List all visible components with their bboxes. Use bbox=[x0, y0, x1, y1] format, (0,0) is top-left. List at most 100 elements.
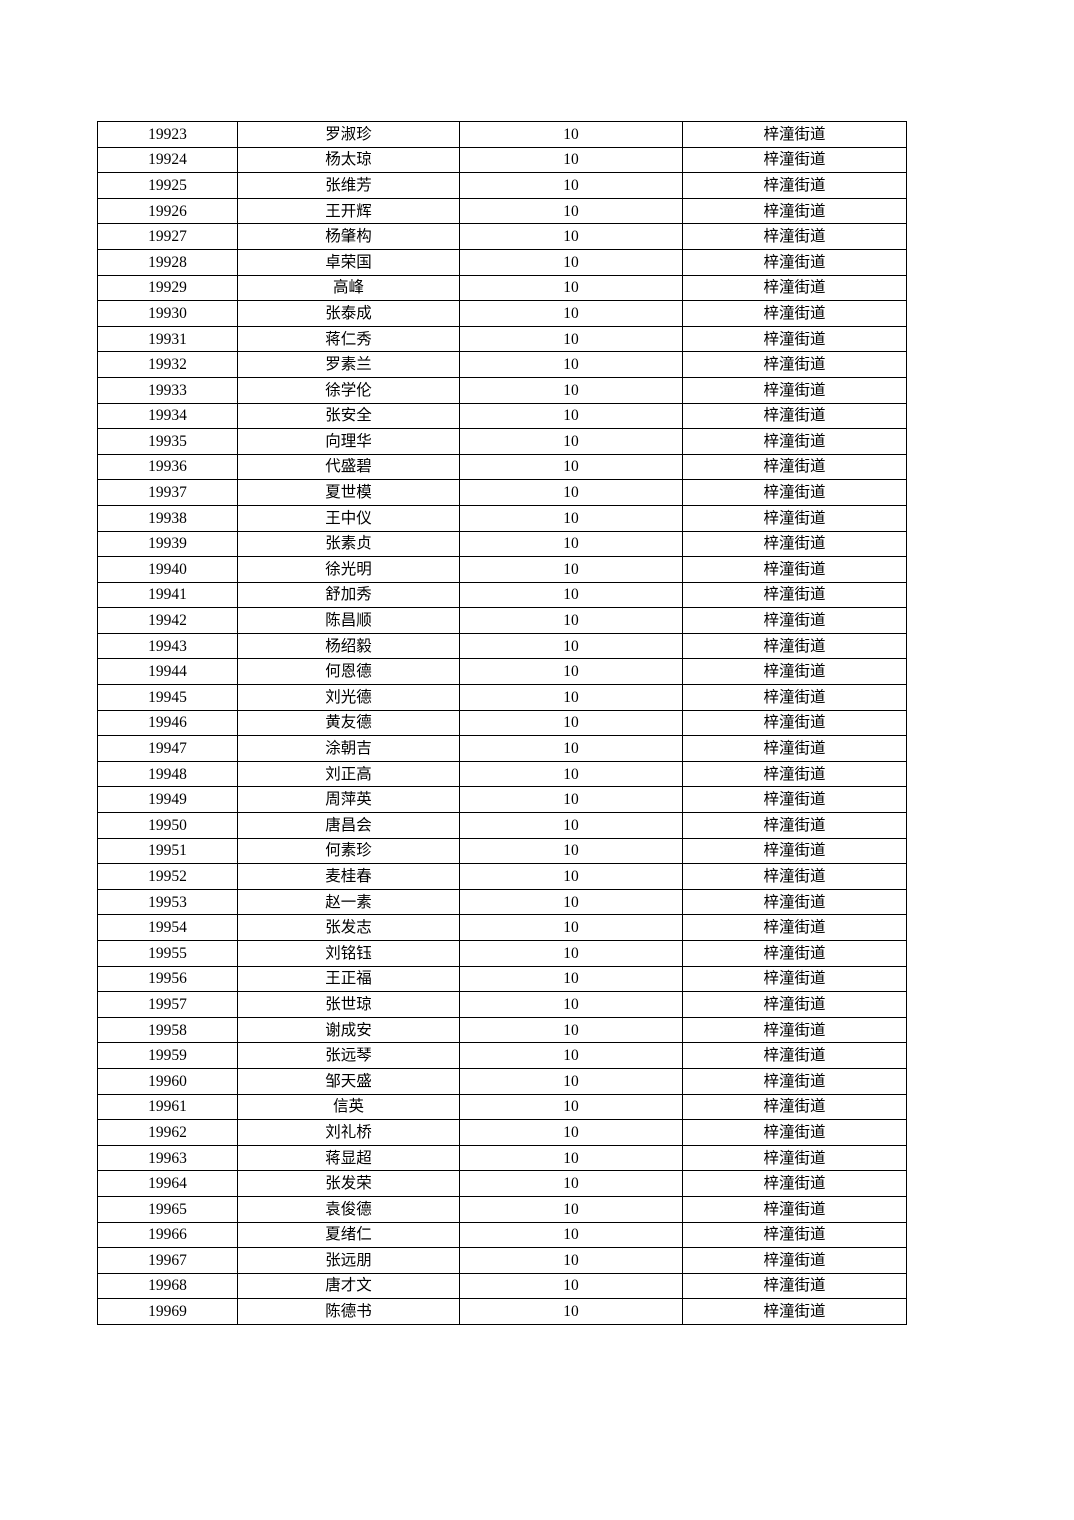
cell-amount: 10 bbox=[459, 197, 683, 225]
cell-serial-number: 19944 bbox=[97, 658, 238, 686]
cell-person-name: 杨太琼 bbox=[237, 146, 460, 174]
table-row: 19962 刘礼桥 10 梓潼街道 bbox=[97, 1119, 907, 1146]
cell-person-name: 王开辉 bbox=[237, 197, 460, 225]
cell-subdistrict: 梓潼街道 bbox=[682, 530, 907, 558]
cell-serial-number: 19954 bbox=[97, 914, 238, 941]
cell-subdistrict: 梓潼街道 bbox=[682, 965, 907, 993]
table-row: 19946 黄友德 10 梓潼街道 bbox=[97, 709, 907, 737]
cell-amount: 10 bbox=[459, 1221, 683, 1249]
table-row: 19956 王正福 10 梓潼街道 bbox=[97, 965, 907, 993]
cell-person-name: 王正福 bbox=[237, 965, 460, 993]
cell-serial-number: 19935 bbox=[97, 428, 238, 455]
cell-amount: 10 bbox=[459, 402, 683, 430]
cell-serial-number: 19939 bbox=[97, 530, 238, 558]
cell-person-name: 张安全 bbox=[237, 402, 460, 430]
cell-serial-number: 19926 bbox=[97, 197, 238, 225]
cell-subdistrict: 梓潼街道 bbox=[682, 914, 907, 941]
cell-subdistrict: 梓潼街道 bbox=[682, 1016, 907, 1044]
table-row: 19968 唐才文 10 梓潼街道 bbox=[97, 1272, 907, 1300]
cell-amount: 10 bbox=[459, 760, 683, 788]
cell-amount: 10 bbox=[459, 607, 683, 634]
cell-serial-number: 19969 bbox=[97, 1298, 238, 1325]
cell-person-name: 张素贞 bbox=[237, 530, 460, 558]
cell-amount: 10 bbox=[459, 248, 683, 276]
cell-serial-number: 19967 bbox=[97, 1247, 238, 1274]
cell-serial-number: 19963 bbox=[97, 1144, 238, 1172]
cell-amount: 10 bbox=[459, 1247, 683, 1274]
cell-person-name: 蒋仁秀 bbox=[237, 325, 460, 353]
cell-subdistrict: 梓潼街道 bbox=[682, 786, 907, 814]
cell-serial-number: 19925 bbox=[97, 172, 238, 199]
table-row: 19930 张泰成 10 梓潼街道 bbox=[97, 300, 907, 327]
table-row: 19925 张维芳 10 梓潼街道 bbox=[97, 172, 907, 199]
cell-subdistrict: 梓潼街道 bbox=[682, 146, 907, 174]
cell-person-name: 涂朝吉 bbox=[237, 735, 460, 762]
cell-serial-number: 19959 bbox=[97, 1042, 238, 1069]
table-row: 19952 麦桂春 10 梓潼街道 bbox=[97, 863, 907, 890]
cell-serial-number: 19960 bbox=[97, 1067, 238, 1095]
cell-serial-number: 19923 bbox=[97, 121, 238, 148]
table-row: 19926 王开辉 10 梓潼街道 bbox=[97, 197, 907, 225]
cell-serial-number: 19962 bbox=[97, 1119, 238, 1146]
table-row: 19932 罗素兰 10 梓潼街道 bbox=[97, 351, 907, 378]
cell-subdistrict: 梓潼街道 bbox=[682, 760, 907, 788]
table-row: 19931 蒋仁秀 10 梓潼街道 bbox=[97, 325, 907, 353]
cell-subdistrict: 梓潼街道 bbox=[682, 376, 907, 404]
cell-person-name: 刘礼桥 bbox=[237, 1119, 460, 1146]
cell-serial-number: 19927 bbox=[97, 223, 238, 250]
table-row: 19947 涂朝吉 10 梓潼街道 bbox=[97, 735, 907, 762]
cell-amount: 10 bbox=[459, 479, 683, 506]
cell-amount: 10 bbox=[459, 991, 683, 1018]
cell-person-name: 麦桂春 bbox=[237, 863, 460, 890]
table-row: 19933 徐学伦 10 梓潼街道 bbox=[97, 376, 907, 404]
cell-subdistrict: 梓潼街道 bbox=[682, 837, 907, 865]
table-row: 19966 夏绪仁 10 梓潼街道 bbox=[97, 1221, 907, 1249]
cell-subdistrict: 梓潼街道 bbox=[682, 453, 907, 481]
table-row: 19954 张发志 10 梓潼街道 bbox=[97, 914, 907, 941]
table-row: 19965 袁俊德 10 梓潼街道 bbox=[97, 1195, 907, 1223]
cell-person-name: 信英 bbox=[237, 1093, 460, 1121]
table-row: 19964 张发荣 10 梓潼街道 bbox=[97, 1170, 907, 1197]
cell-subdistrict: 梓潼街道 bbox=[682, 172, 907, 199]
cell-serial-number: 19956 bbox=[97, 965, 238, 993]
cell-person-name: 陈德书 bbox=[237, 1298, 460, 1325]
cell-serial-number: 19949 bbox=[97, 786, 238, 814]
table-row: 19937 夏世模 10 梓潼街道 bbox=[97, 479, 907, 506]
cell-serial-number: 19943 bbox=[97, 632, 238, 660]
cell-person-name: 夏世模 bbox=[237, 479, 460, 506]
cell-person-name: 高峰 bbox=[237, 274, 460, 302]
cell-person-name: 罗素兰 bbox=[237, 351, 460, 378]
table-row: 19941 舒加秀 10 梓潼街道 bbox=[97, 581, 907, 609]
table-row: 19948 刘正高 10 梓潼街道 bbox=[97, 760, 907, 788]
cell-subdistrict: 梓潼街道 bbox=[682, 684, 907, 711]
cell-subdistrict: 梓潼街道 bbox=[682, 1170, 907, 1197]
cell-amount: 10 bbox=[459, 658, 683, 686]
cell-amount: 10 bbox=[459, 376, 683, 404]
table-row: 19949 周萍英 10 梓潼街道 bbox=[97, 786, 907, 814]
table-row: 19967 张远朋 10 梓潼街道 bbox=[97, 1247, 907, 1274]
cell-person-name: 袁俊德 bbox=[237, 1195, 460, 1223]
cell-amount: 10 bbox=[459, 940, 683, 967]
cell-person-name: 邹天盛 bbox=[237, 1067, 460, 1095]
cell-serial-number: 19966 bbox=[97, 1221, 238, 1249]
cell-amount: 10 bbox=[459, 274, 683, 302]
cell-subdistrict: 梓潼街道 bbox=[682, 940, 907, 967]
cell-subdistrict: 梓潼街道 bbox=[682, 1042, 907, 1069]
table-row: 19951 何素珍 10 梓潼街道 bbox=[97, 837, 907, 865]
cell-amount: 10 bbox=[459, 453, 683, 481]
cell-amount: 10 bbox=[459, 1093, 683, 1121]
table-row: 19938 王中仪 10 梓潼街道 bbox=[97, 504, 907, 532]
cell-serial-number: 19932 bbox=[97, 351, 238, 378]
cell-amount: 10 bbox=[459, 581, 683, 609]
table-row: 19945 刘光德 10 梓潼街道 bbox=[97, 684, 907, 711]
cell-subdistrict: 梓潼街道 bbox=[682, 1298, 907, 1325]
cell-person-name: 张维芳 bbox=[237, 172, 460, 199]
cell-amount: 10 bbox=[459, 1170, 683, 1197]
cell-person-name: 刘正高 bbox=[237, 760, 460, 788]
cell-subdistrict: 梓潼街道 bbox=[682, 197, 907, 225]
cell-amount: 10 bbox=[459, 888, 683, 916]
cell-amount: 10 bbox=[459, 1042, 683, 1069]
cell-serial-number: 19948 bbox=[97, 760, 238, 788]
cell-subdistrict: 梓潼街道 bbox=[682, 991, 907, 1018]
cell-amount: 10 bbox=[459, 428, 683, 455]
